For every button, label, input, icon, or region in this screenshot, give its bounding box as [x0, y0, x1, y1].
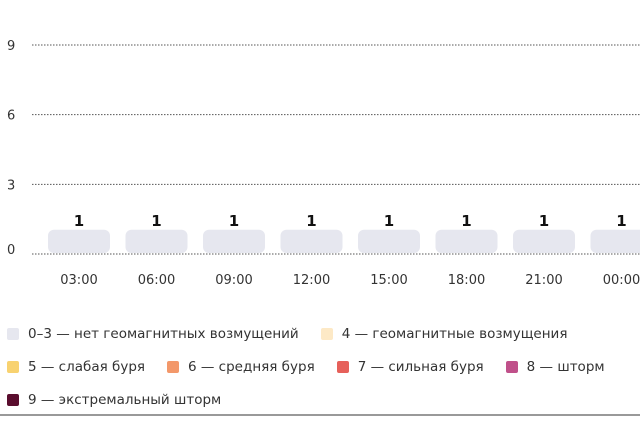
legend-label: 6 — средняя буря — [188, 358, 315, 375]
bar — [280, 229, 343, 253]
bar — [125, 229, 188, 253]
legend-item-0-3: 0–3 — нет геомагнитных возмущений — [7, 326, 299, 342]
x-tick-label: 03:00 — [60, 273, 97, 288]
legend-swatch — [7, 393, 19, 406]
y-tick-label: 0 — [7, 243, 15, 258]
x-tick-label: 12:00 — [293, 273, 330, 288]
x-tick-label: 21:00 — [525, 273, 562, 288]
legend-row: 0–3 — нет геомагнитных возмущений 4 — ге… — [7, 317, 637, 350]
data-label: 1 — [461, 212, 471, 230]
kp-bar-chart: 0 3 6 9 1 03:00 1 06:00 1 09:00 1 12:00 1 15:00 1 18:00… — [7, 39, 640, 288]
bar — [513, 229, 575, 253]
data-label: 1 — [74, 212, 84, 230]
legend-item-5: 5 — слабая буря — [7, 359, 145, 375]
divider — [0, 414, 640, 416]
x-tick-label: 09:00 — [215, 273, 252, 288]
legend-swatch — [7, 327, 19, 340]
bar — [358, 229, 420, 253]
bar — [48, 229, 110, 253]
legend-label: 7 — сильная буря — [357, 358, 484, 375]
bar — [435, 229, 498, 253]
legend-swatch — [167, 360, 180, 373]
data-label: 1 — [384, 212, 394, 230]
data-label: 1 — [306, 212, 316, 230]
bar — [590, 229, 640, 253]
legend-swatch — [7, 360, 19, 373]
y-tick-label: 6 — [7, 109, 15, 124]
y-tick-label: 9 — [7, 39, 15, 54]
data-label: 1 — [616, 212, 626, 230]
legend-swatch — [320, 327, 333, 340]
data-label: 1 — [539, 212, 549, 230]
legend-swatch — [336, 360, 349, 373]
legend-label: 0–3 — нет геомагнитных возмущений — [28, 325, 299, 342]
legend-label: 9 — экстремальный шторм — [28, 391, 222, 408]
x-tick-label: 06:00 — [138, 273, 175, 288]
x-tick-label: 00:00 — [603, 273, 640, 288]
legend-item-8: 8 — шторм — [505, 358, 605, 375]
x-tick-label: 15:00 — [370, 273, 407, 288]
y-tick-label: 3 — [7, 178, 15, 193]
legend-item-9: 9 — экстремальный шторм — [7, 392, 221, 408]
legend: 0–3 — нет геомагнитных возмущений 4 — ге… — [7, 317, 637, 416]
legend-item-6: 6 — средняя буря — [167, 359, 315, 375]
legend-label: 4 — геомагнитные возмущения — [341, 325, 568, 342]
legend-row: 5 — слабая буря 6 — средняя буря 7 — сил… — [7, 350, 637, 383]
legend-item-4: 4 — геомагнитные возмущения — [320, 325, 568, 342]
x-tick-label: 18:00 — [448, 273, 485, 288]
legend-label: 5 — слабая буря — [28, 358, 146, 375]
legend-label: 8 — шторм — [526, 358, 605, 375]
data-label: 1 — [229, 212, 239, 230]
data-label: 1 — [151, 212, 161, 230]
bar — [203, 229, 265, 253]
legend-item-7: 7 — сильная буря — [336, 358, 484, 375]
legend-swatch — [505, 360, 518, 373]
legend-row: 9 — экстремальный шторм — [7, 383, 637, 416]
